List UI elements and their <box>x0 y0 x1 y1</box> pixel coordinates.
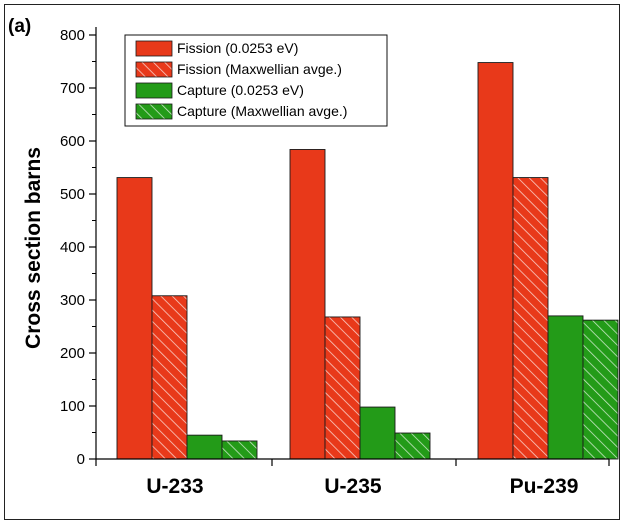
y-tick-label: 400 <box>60 239 85 256</box>
y-tick-label: 300 <box>60 292 85 309</box>
y-axis-title: Cross section barns <box>22 147 45 349</box>
y-tick-label: 100 <box>60 398 85 415</box>
y-tick-label: 500 <box>60 186 85 203</box>
bar-pu-239-series-0 <box>477 62 514 460</box>
x-category-label-pu-239: Pu-239 <box>510 475 579 498</box>
legend-swatch-capture-hatched <box>135 103 173 120</box>
bar-u-235-series-1 <box>324 316 361 460</box>
legend-swatch-fission-solid <box>135 40 173 57</box>
bar-u-233-series-3 <box>221 440 258 460</box>
y-axis: 0 100 200 300 400 500 600 700 800 <box>60 27 97 468</box>
bar-u-235-series-0 <box>289 149 326 460</box>
legend-label-capture-thermal: Capture (0.0253 eV) <box>177 82 304 98</box>
bar-u-235-series-2 <box>359 406 396 460</box>
legend-label-capture-maxwellian: Capture (Maxwellian avge.) <box>177 103 347 119</box>
panel-label: (a) <box>8 16 31 37</box>
legend-label-fission-thermal: Fission (0.0253 eV) <box>177 40 298 56</box>
y-tick-label: 200 <box>60 345 85 362</box>
legend: Fission (0.0253 eV) Fission (Maxwellian … <box>124 34 388 127</box>
y-tick-label: 0 <box>77 451 85 468</box>
y-tick-label: 700 <box>60 80 85 97</box>
bar-u-233-series-1 <box>151 295 188 460</box>
bar-u-233-series-0 <box>116 177 153 460</box>
x-category-label-u-233: U-233 <box>146 475 203 498</box>
bars-group <box>116 62 619 460</box>
x-category-label-u-235: U-235 <box>324 475 382 498</box>
bar-u-235-series-3 <box>394 432 431 460</box>
bar-pu-239-series-2 <box>547 315 584 460</box>
legend-swatch-fission-hatched <box>135 61 173 78</box>
y-tick-label: 600 <box>60 133 85 150</box>
bar-u-233-series-2 <box>186 434 223 460</box>
x-axis: U-233 U-235 Pu-239 <box>95 458 610 498</box>
legend-swatch-capture-solid <box>135 82 173 99</box>
legend-label-fission-maxwellian: Fission (Maxwellian avge.) <box>177 61 342 77</box>
bar-pu-239-series-1 <box>512 177 549 460</box>
y-tick-label: 800 <box>60 27 85 44</box>
bar-pu-239-series-3 <box>582 319 619 460</box>
